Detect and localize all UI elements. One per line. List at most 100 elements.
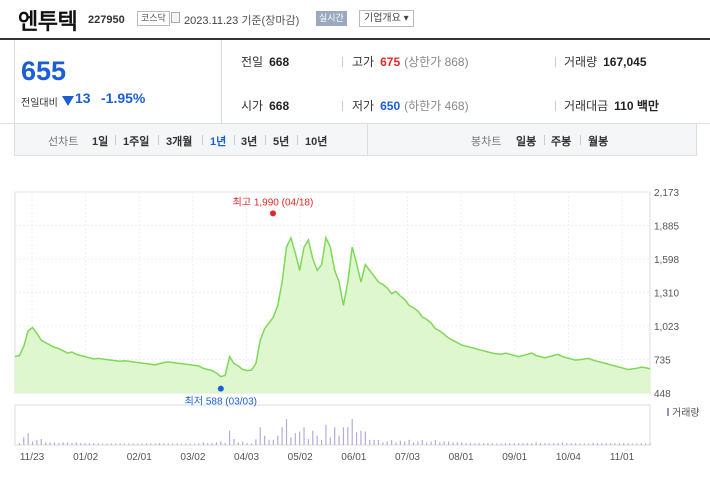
cell-divider xyxy=(342,57,343,67)
volume-bar xyxy=(119,443,121,445)
volume-bar xyxy=(180,443,183,445)
y-tick-label: 2,173 xyxy=(654,188,679,199)
volume-bar xyxy=(500,443,502,445)
volume-bar xyxy=(27,433,29,445)
volume-bar xyxy=(404,441,406,445)
cell-divider xyxy=(342,101,343,111)
tab-1d[interactable]: 1일 xyxy=(92,136,109,148)
tab-5y[interactable]: 5년 xyxy=(273,136,290,148)
volume-bar xyxy=(399,440,401,445)
volume-bar xyxy=(631,443,634,445)
y-tick-label: 735 xyxy=(654,356,671,367)
volume-bar xyxy=(382,442,384,445)
volume-bar xyxy=(338,435,340,445)
volume-bar xyxy=(88,443,91,445)
tab-daily[interactable]: 일봉 xyxy=(516,136,537,148)
volume-bar xyxy=(522,443,524,445)
volume-bar xyxy=(373,439,375,445)
x-tick-label: 06/01 xyxy=(341,452,366,463)
volume-bar xyxy=(601,443,603,445)
volume-bar xyxy=(176,443,178,445)
down-arrow-icon xyxy=(62,96,74,106)
volume-bar xyxy=(609,443,612,445)
x-tick-label: 02/01 xyxy=(127,452,152,463)
volume-bar xyxy=(75,442,77,445)
volume-bar xyxy=(605,443,607,445)
volume-bar xyxy=(316,435,318,445)
volume-bar xyxy=(447,441,450,445)
volume-bar xyxy=(465,443,467,445)
volume-bar xyxy=(93,443,95,445)
volume-bar xyxy=(115,443,117,445)
volume-bar xyxy=(649,443,651,445)
amount-value: 110 백만 xyxy=(614,99,659,113)
volume-bar xyxy=(386,441,388,445)
high-value: 675 xyxy=(380,55,401,69)
realtime-button[interactable]: 실시간 xyxy=(316,11,347,26)
volume-bar xyxy=(154,443,156,445)
volume-bar xyxy=(369,439,371,445)
price-line xyxy=(14,235,651,378)
volume-bar xyxy=(141,443,143,445)
quote-date: 2023.11.23 기준(장마감) xyxy=(184,12,299,28)
tab-monthly[interactable]: 월봉 xyxy=(588,136,609,148)
tab-1w[interactable]: 1주일 xyxy=(123,136,150,148)
x-tick-label: 11/23 xyxy=(20,452,45,463)
tab-divider xyxy=(544,135,545,145)
volume-bar xyxy=(264,435,266,445)
volume-bar xyxy=(137,443,139,445)
volume-bar xyxy=(237,442,239,445)
x-tick-label: 01/02 xyxy=(73,452,98,463)
volume-bar xyxy=(303,427,305,445)
volume-bar xyxy=(342,427,345,445)
volume-bar xyxy=(417,441,419,445)
volume-bar xyxy=(329,437,331,445)
volume-bar xyxy=(443,441,445,445)
volume-bar xyxy=(150,443,152,445)
change-value: 13 xyxy=(75,90,91,106)
volume: 거래량 167,045 xyxy=(564,53,647,70)
volume-bar xyxy=(215,442,218,445)
volume-bar xyxy=(246,443,248,445)
date-value: 2023.11.23 xyxy=(184,15,239,27)
volume-bar xyxy=(23,437,25,445)
volume-bar xyxy=(106,443,108,445)
low-value: 650 xyxy=(380,99,401,113)
tab-1y[interactable]: 1년 xyxy=(210,136,227,148)
volume-bar xyxy=(84,443,86,445)
change-label: 전일대비 xyxy=(21,98,58,109)
stock-code: 227950 xyxy=(88,14,125,26)
tab-divider xyxy=(158,135,159,145)
volume-bar xyxy=(434,439,437,445)
volume-bar xyxy=(290,437,292,445)
company-info-button[interactable]: 기업개요 ▾ xyxy=(359,10,414,27)
volume-bar xyxy=(482,443,485,445)
volume-bar xyxy=(364,431,366,445)
volume-bar xyxy=(474,443,476,445)
cell-divider xyxy=(555,57,556,67)
price-box: 655 전일대비 13 -1.95% xyxy=(14,40,222,124)
volume-bar xyxy=(158,443,161,445)
volume-bar xyxy=(504,443,507,445)
volume-bar xyxy=(430,441,432,445)
volume-bar xyxy=(185,443,187,445)
volume-bar xyxy=(53,442,56,445)
tab-3m[interactable]: 3개월 xyxy=(166,136,193,148)
volume-bar xyxy=(469,443,472,445)
max-marker xyxy=(270,210,276,217)
tab-3y[interactable]: 3년 xyxy=(241,136,258,148)
volume-bar xyxy=(45,442,47,445)
x-tick-label: 04/03 xyxy=(234,452,259,463)
tab-divider xyxy=(265,135,266,145)
volume-bar xyxy=(49,442,51,445)
volume-bar xyxy=(268,439,270,445)
tab-10y[interactable]: 10년 xyxy=(305,136,328,148)
volume-bar xyxy=(377,439,380,445)
tab-weekly[interactable]: 주봉 xyxy=(551,136,572,148)
volume-value: 167,045 xyxy=(603,55,647,69)
y-tick-label: 448 xyxy=(654,389,671,400)
volume-bar xyxy=(299,431,301,445)
y-tick-label: 1,023 xyxy=(654,322,679,333)
volume-bar xyxy=(583,443,585,445)
